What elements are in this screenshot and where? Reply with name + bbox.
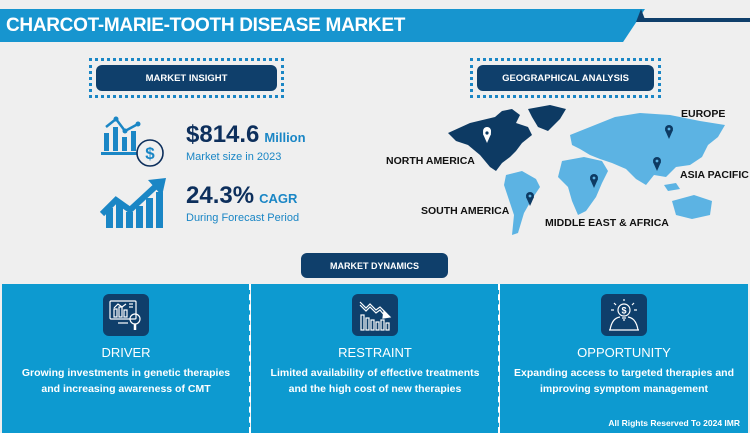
australia-shape xyxy=(672,195,712,219)
restraint-description: Limited availability of effective treatm… xyxy=(271,365,480,397)
cagr-value: 24.3% xyxy=(186,182,255,209)
market-dynamics-heading: MARKET DYNAMICS xyxy=(301,253,448,278)
card-divider xyxy=(249,284,251,433)
chart-dollar-icon: $ xyxy=(101,116,164,167)
opportunity-card: $ OPPORTUNITY Expanding access to target… xyxy=(500,284,748,433)
copyright-notice: All Rights Reserved To 2024 IMR xyxy=(608,418,740,428)
dollar-lightbulb-icon: $ xyxy=(601,294,647,336)
banner-line xyxy=(640,18,750,22)
north-america-shape xyxy=(448,109,532,171)
opportunity-description-line-2: improving symptom management xyxy=(539,383,708,395)
cagr-caption: During Forecast Period xyxy=(186,212,300,224)
restraint-title: RESTRAINT xyxy=(338,345,412,360)
restraint-card: RESTRAINT Limited availability of effect… xyxy=(251,284,499,433)
svg-text:$: $ xyxy=(145,144,155,163)
world-map xyxy=(448,105,725,235)
driver-title: DRIVER xyxy=(101,345,151,360)
map-pin-south-america-icon xyxy=(526,192,534,206)
market-insight-heading: MARKET INSIGHT xyxy=(96,65,277,91)
islands-shape xyxy=(664,183,680,191)
greenland-shape xyxy=(528,105,566,131)
card-divider xyxy=(498,284,500,433)
cagr-block: 24.3% CAGR During Forecast Period xyxy=(100,178,299,228)
map-pin-asia-pacific-icon xyxy=(653,157,661,171)
opportunity-description-line-1: Expanding access to targeted therapies a… xyxy=(514,367,734,379)
eurasia-shape xyxy=(570,113,725,185)
market-insight-heading-frame: MARKET INSIGHT xyxy=(89,58,284,98)
geo-heading-frame: GEOGRAPHICAL ANALYSIS xyxy=(470,58,661,98)
title-banner xyxy=(0,9,645,42)
svg-text:$: $ xyxy=(621,306,626,316)
driver-description: Growing investments in genetic therapies… xyxy=(22,365,230,397)
market-size-unit: Million xyxy=(264,130,306,145)
region-label-mea: MIDDLE EAST & AFRICA xyxy=(545,217,669,229)
map-pin-north-america-icon xyxy=(483,127,492,145)
banner-accent xyxy=(636,9,646,22)
market-size-value: $814.6 xyxy=(186,121,260,148)
growth-arrow-icon xyxy=(100,178,166,228)
market-size-caption: Market size in 2023 xyxy=(186,151,282,163)
africa-shape xyxy=(558,157,608,215)
region-label-north-america: NORTH AMERICA xyxy=(386,155,475,167)
driver-description-line-1: Growing investments in genetic therapies xyxy=(21,367,231,379)
opportunity-title: OPPORTUNITY xyxy=(577,345,671,360)
driver-card: DRIVER Growing investments in genetic th… xyxy=(2,284,250,433)
region-label-europe: EUROPE xyxy=(681,108,726,120)
page-title: CHARCOT-MARIE-TOOTH DISEASE MARKET xyxy=(6,15,406,36)
analytics-magnifier-icon xyxy=(103,294,149,336)
driver-description-line-2: and increasing awareness of CMT xyxy=(41,383,211,395)
restraint-description-line-1: Limited availability of effective treatm… xyxy=(270,367,480,379)
market-size-block: $ $814.6 Million Market size in 2023 xyxy=(100,115,306,169)
map-pin-mea-icon xyxy=(590,174,598,188)
region-label-asia-pacific: ASIA PACIFIC xyxy=(680,169,749,181)
cagr-unit: CAGR xyxy=(259,191,298,206)
geo-heading: GEOGRAPHICAL ANALYSIS xyxy=(477,65,654,91)
declining-chart-icon xyxy=(352,294,398,336)
region-label-south-america: SOUTH AMERICA xyxy=(421,205,510,217)
south-america-shape xyxy=(504,171,540,235)
restraint-description-line-2: and the high cost of new therapies xyxy=(288,383,462,395)
map-pin-europe-icon xyxy=(665,125,673,139)
opportunity-description: Expanding access to targeted therapies a… xyxy=(514,365,734,397)
